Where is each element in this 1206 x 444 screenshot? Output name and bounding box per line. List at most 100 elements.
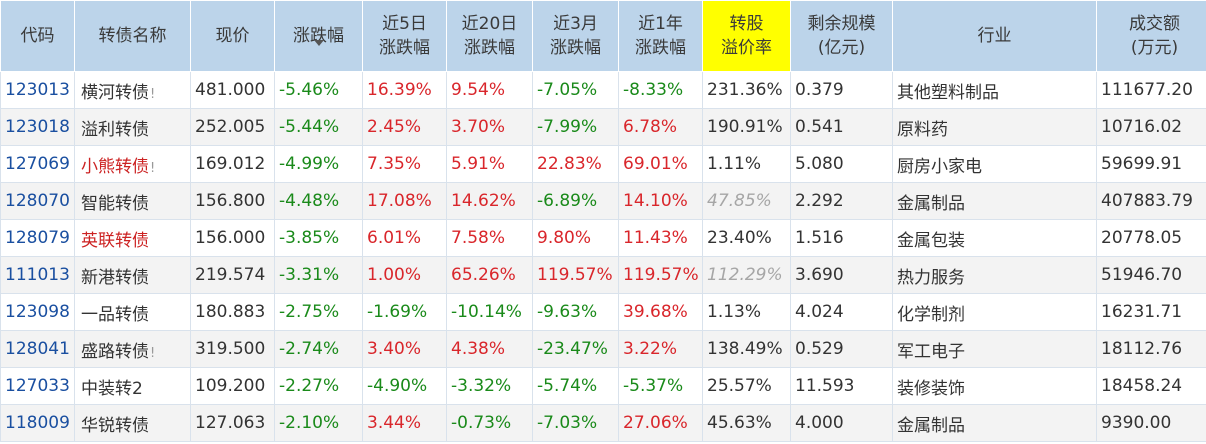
price-cell: 156.000 [190,219,275,257]
header-col-3m-change[interactable]: 近3月 涨跌幅 [532,0,619,72]
bond-name: 智能转债 [81,193,149,214]
bond-name-link[interactable]: 英联转债 [74,219,191,257]
industry-cell: 热力服务 [892,256,1097,294]
table-row[interactable]: 123013 横河转债! 481.000 -5.46% 16.39% 9.54% -7.05… [0,71,1206,109]
change-1y-cell: -5.37% [618,367,703,405]
header-label: 溢价率 [721,38,772,58]
change-5d-cell: 3.40% [362,330,447,368]
bond-name: 盛路转债 [81,341,149,362]
table-row[interactable]: 128079 英联转债 156.000 -3.85% 6.01% 7.58% 9.80% 11… [0,219,1206,257]
change-cell: -4.99% [274,145,363,183]
table-row[interactable]: 123098 一品转债 180.883 -2.75% -1.69% -10.14% -9.6… [0,293,1206,331]
table-row[interactable]: 128070 智能转债 156.800 -4.48% 17.08% 14.62% -6.89… [0,182,1206,220]
change-3m-cell: -23.47% [532,330,619,368]
bond-name-link[interactable]: 新港转债 [74,256,191,294]
price-cell: 109.200 [190,367,275,405]
header-col-code[interactable]: 代码 [0,0,75,72]
turnover-cell: 407883.79 [1096,182,1206,220]
header-label: 涨跌幅 [293,26,344,46]
change-1y-cell: 14.10% [618,182,703,220]
bond-name: 一品转债 [81,304,149,325]
bond-code-link[interactable]: 128079 [0,219,75,257]
price-cell: 219.574 [190,256,275,294]
bond-code-link[interactable]: 123098 [0,293,75,331]
bond-name-link[interactable]: 华锐转债 [74,404,191,442]
bond-name-link[interactable]: 横河转债! [74,71,191,109]
header-col-turnover[interactable]: 成交额 (万元) [1096,0,1206,72]
bond-name-link[interactable]: 溢利转债 [74,108,191,146]
change-3m-cell: -6.89% [532,182,619,220]
change-20d-cell: 7.58% [446,219,533,257]
change-20d-cell: -0.73% [446,404,533,442]
change-5d-cell: -1.69% [362,293,447,331]
bond-code-link[interactable]: 128070 [0,182,75,220]
header-col-price[interactable]: 现价 [190,0,275,72]
industry-cell: 金属制品 [892,404,1097,442]
bond-code-link[interactable]: 118009 [0,404,75,442]
header-label: 现价 [215,26,250,46]
bond-name-link[interactable]: 一品转债 [74,293,191,331]
header-col-1y-change[interactable]: 近1年 涨跌幅 [618,0,703,72]
header-label: 转债名称 [98,26,167,46]
header-col-name[interactable]: 转债名称 [74,0,191,72]
change-5d-cell: 7.35% [362,145,447,183]
change-3m-cell: -7.99% [532,108,619,146]
header-label: (亿元) [817,38,866,58]
change-5d-cell: 6.01% [362,219,447,257]
header-label: 剩余规模 [807,14,876,34]
table-row[interactable]: 127069 小熊转债! 169.012 -4.99% 7.35% 5.91% 22.83%… [0,145,1206,183]
turnover-cell: 18112.76 [1096,330,1206,368]
bond-code-link[interactable]: 123013 [0,71,75,109]
header-col-5d-change[interactable]: 近5日 涨跌幅 [362,0,447,72]
table-row[interactable]: 128041 盛路转债! 319.500 -2.74% 3.40% 4.38% -23.47… [0,330,1206,368]
premium-cell: 1.13% [702,293,791,331]
change-5d-cell: 17.08% [362,182,447,220]
header-col-conversion-premium[interactable]: 转股 溢价率 [702,0,791,72]
bond-name: 溢利转债 [81,119,149,140]
change-20d-cell: 14.62% [446,182,533,220]
bond-code-link[interactable]: 127033 [0,367,75,405]
industry-cell: 装修装饰 [892,367,1097,405]
turnover-cell: 10716.02 [1096,108,1206,146]
header-col-change[interactable]: 涨跌幅 [274,0,363,72]
header-col-remaining-scale[interactable]: 剩余规模 (亿元) [790,0,893,72]
bond-code-link[interactable]: 128041 [0,330,75,368]
change-cell: -5.46% [274,71,363,109]
change-3m-cell: 119.57% [532,256,619,294]
header-label: 涨跌幅 [464,38,515,58]
change-20d-cell: 4.38% [446,330,533,368]
change-3m-cell: -9.63% [532,293,619,331]
industry-cell: 金属制品 [892,182,1097,220]
header-col-20d-change[interactable]: 近20日 涨跌幅 [446,0,533,72]
bond-code-link[interactable]: 127069 [0,145,75,183]
table-row[interactable]: 123018 溢利转债 252.005 -5.44% 2.45% 3.70% -7.99% 6… [0,108,1206,146]
table-row[interactable]: 127033 中装转2 109.200 -2.27% -4.90% -3.32% -5.74… [0,367,1206,405]
bond-name-link[interactable]: 中装转2 [74,367,191,405]
table-row[interactable]: 111013 新港转债 219.574 -3.31% 1.00% 65.26% 119.57… [0,256,1206,294]
bond-code-link[interactable]: 111013 [0,256,75,294]
bond-name: 华锐转债 [81,415,149,436]
scale-cell: 11.593 [790,367,893,405]
change-1y-cell: -8.33% [618,71,703,109]
bond-code-link[interactable]: 123018 [0,108,75,146]
change-3m-cell: 22.83% [532,145,619,183]
header-label: 近1年 [638,14,683,34]
change-3m-cell: -7.05% [532,71,619,109]
change-20d-cell: 5.91% [446,145,533,183]
bond-name: 小熊转债 [81,156,149,177]
bond-name-link[interactable]: 盛路转债! [74,330,191,368]
industry-cell: 化学制剂 [892,293,1097,331]
price-cell: 481.000 [190,71,275,109]
bond-name-link[interactable]: 智能转债 [74,182,191,220]
industry-cell: 原料药 [892,108,1097,146]
bond-name-link[interactable]: 小熊转债! [74,145,191,183]
table-body: 123013 横河转债! 481.000 -5.46% 16.39% 9.54% -7.05… [0,71,1206,442]
price-cell: 169.012 [190,145,275,183]
change-20d-cell: 65.26% [446,256,533,294]
change-20d-cell: 9.54% [446,71,533,109]
table-row[interactable]: 118009 华锐转债 127.063 -2.10% 3.44% -0.73% -7.03%… [0,404,1206,442]
change-cell: -2.75% [274,293,363,331]
change-cell: -4.48% [274,182,363,220]
sort-desc-icon[interactable] [313,40,324,46]
header-col-industry[interactable]: 行业 [892,0,1097,72]
